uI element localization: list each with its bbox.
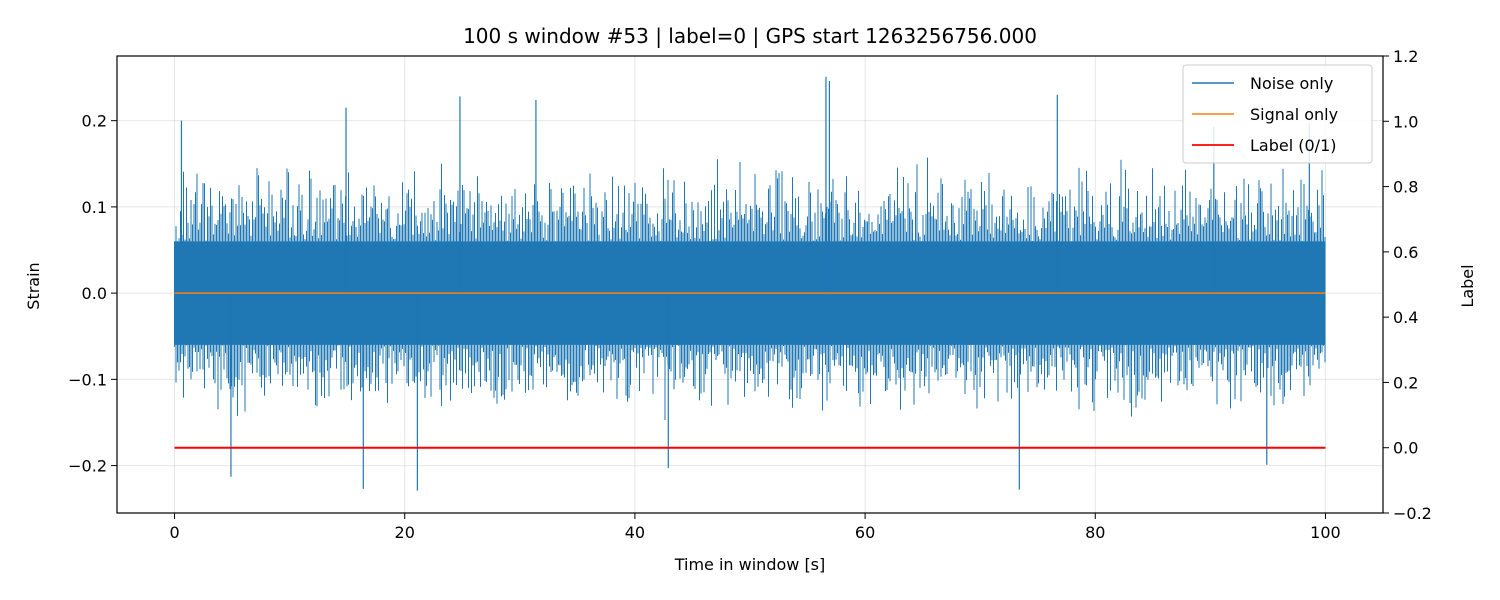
x-tick-label: 100 (1310, 523, 1341, 542)
legend: Noise only Signal only Label (0/1) (1182, 64, 1373, 164)
chart-title: 100 s window #53 | label=0 | GPS start 1… (463, 24, 1037, 48)
noise-series (174, 76, 1326, 491)
y2-tick-label: 1.0 (1393, 112, 1418, 131)
x-tick-label: 80 (1085, 523, 1105, 542)
y2-tick-label: 0.2 (1393, 373, 1418, 392)
plot-frame (116, 55, 1384, 514)
y-tick-label: 0.1 (82, 198, 107, 217)
y-axis-ticks: −0.2 −0.1 0.0 0.1 0.2 (68, 112, 117, 476)
y2-axis-ticks: −0.2 0.0 0.2 0.4 0.6 0.8 1.0 1.2 (1383, 47, 1432, 523)
x-axis-label: Time in window [s] (674, 555, 826, 574)
legend-label-signal: Signal only (1250, 105, 1338, 124)
x-tick-label: 20 (395, 523, 415, 542)
y-axis-label: Strain (24, 262, 43, 309)
y-tick-label: 0.2 (82, 112, 107, 131)
y2-tick-label: 0.8 (1393, 178, 1418, 197)
x-tick-label: 0 (169, 523, 179, 542)
legend-label-label: Label (0/1) (1250, 136, 1336, 155)
x-axis-ticks: 0 20 40 60 80 100 (169, 513, 1341, 542)
x-tick-label: 60 (855, 523, 875, 542)
legend-label-noise: Noise only (1250, 74, 1333, 93)
y2-tick-label: 0.6 (1393, 243, 1418, 262)
y2-tick-label: −0.2 (1393, 504, 1432, 523)
legend-box (1182, 64, 1373, 164)
y-tick-label: −0.2 (68, 457, 107, 476)
y2-tick-label: 0.0 (1393, 439, 1418, 458)
y-tick-label: 0.0 (82, 284, 107, 303)
y-tick-label: −0.1 (68, 370, 107, 389)
noise-envelope (174, 157, 1326, 420)
y2-tick-label: 1.2 (1393, 47, 1418, 66)
y2-tick-label: 0.4 (1393, 308, 1418, 327)
y2-axis-label: Label (1458, 264, 1477, 307)
x-tick-label: 40 (625, 523, 645, 542)
